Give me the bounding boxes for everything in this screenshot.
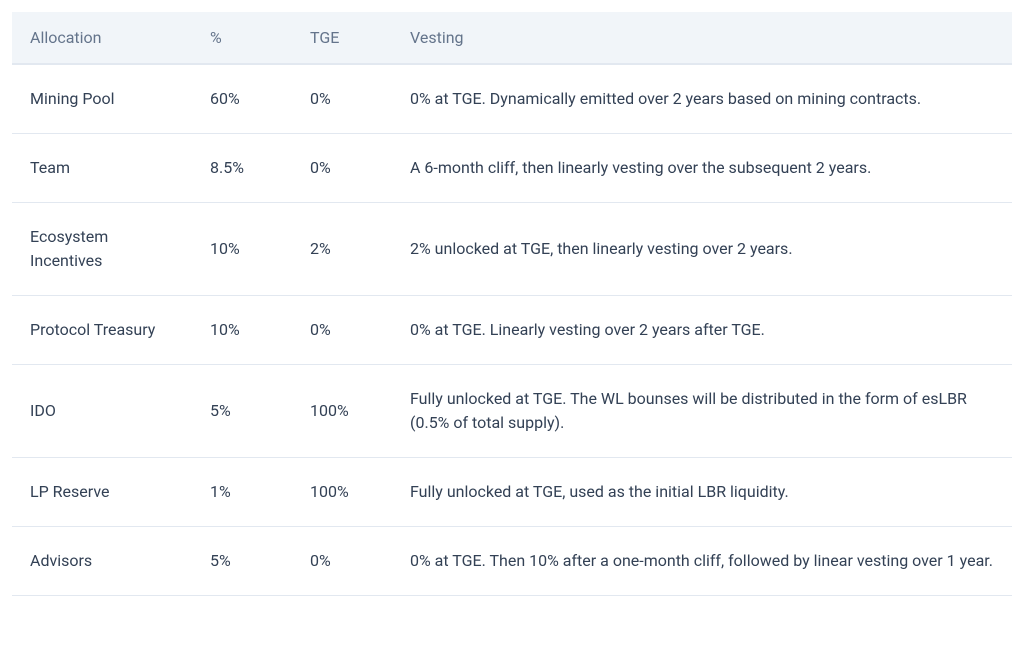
cell-tge: 100% xyxy=(292,365,392,458)
cell-allocation: Protocol Treasury xyxy=(12,296,192,365)
cell-allocation: Mining Pool xyxy=(12,64,192,134)
cell-tge: 0% xyxy=(292,64,392,134)
cell-tge: 0% xyxy=(292,134,392,203)
col-header-tge: TGE xyxy=(292,12,392,64)
cell-pct: 5% xyxy=(192,527,292,596)
cell-tge: 0% xyxy=(292,296,392,365)
cell-allocation: Team xyxy=(12,134,192,203)
table-row: Team 8.5% 0% A 6-month cliff, then linea… xyxy=(12,134,1012,203)
cell-tge: 0% xyxy=(292,527,392,596)
col-header-allocation: Allocation xyxy=(12,12,192,64)
cell-vesting: Fully unlocked at TGE. The WL bounses wi… xyxy=(392,365,1012,458)
cell-pct: 8.5% xyxy=(192,134,292,203)
cell-pct: 1% xyxy=(192,458,292,527)
table-row: Mining Pool 60% 0% 0% at TGE. Dynamicall… xyxy=(12,64,1012,134)
cell-vesting: 0% at TGE. Dynamically emitted over 2 ye… xyxy=(392,64,1012,134)
table-row: Protocol Treasury 10% 0% 0% at TGE. Line… xyxy=(12,296,1012,365)
table-row: Ecosystem Incentives 10% 2% 2% unlocked … xyxy=(12,203,1012,296)
cell-allocation: Advisors xyxy=(12,527,192,596)
table-row: IDO 5% 100% Fully unlocked at TGE. The W… xyxy=(12,365,1012,458)
col-header-pct: % xyxy=(192,12,292,64)
cell-vesting: 0% at TGE. Linearly vesting over 2 years… xyxy=(392,296,1012,365)
table-row: LP Reserve 1% 100% Fully unlocked at TGE… xyxy=(12,458,1012,527)
cell-pct: 10% xyxy=(192,203,292,296)
table-row: Advisors 5% 0% 0% at TGE. Then 10% after… xyxy=(12,527,1012,596)
allocation-table: Allocation % TGE Vesting Mining Pool 60%… xyxy=(12,12,1012,596)
cell-pct: 10% xyxy=(192,296,292,365)
table-header-row: Allocation % TGE Vesting xyxy=(12,12,1012,64)
cell-pct: 5% xyxy=(192,365,292,458)
cell-vesting: 0% at TGE. Then 10% after a one-month cl… xyxy=(392,527,1012,596)
cell-tge: 100% xyxy=(292,458,392,527)
cell-vesting: A 6-month cliff, then linearly vesting o… xyxy=(392,134,1012,203)
cell-allocation: IDO xyxy=(12,365,192,458)
cell-pct: 60% xyxy=(192,64,292,134)
cell-allocation: Ecosystem Incentives xyxy=(12,203,192,296)
cell-vesting: Fully unlocked at TGE, used as the initi… xyxy=(392,458,1012,527)
cell-vesting: 2% unlocked at TGE, then linearly vestin… xyxy=(392,203,1012,296)
cell-allocation: LP Reserve xyxy=(12,458,192,527)
col-header-vesting: Vesting xyxy=(392,12,1012,64)
cell-tge: 2% xyxy=(292,203,392,296)
